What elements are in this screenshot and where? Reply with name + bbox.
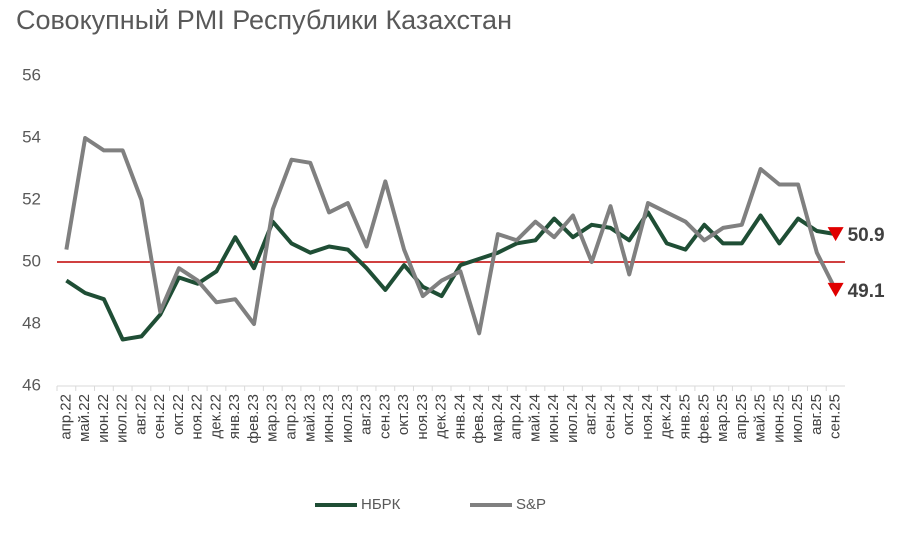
x-tick-label: сен.23 <box>376 394 393 439</box>
x-tick-label: окт.22 <box>170 394 187 435</box>
x-tick-label: июн.23 <box>320 394 337 443</box>
x-tick-label: окт.23 <box>395 394 412 435</box>
end-marker <box>827 227 844 242</box>
x-tick-label: фев.23 <box>245 394 262 444</box>
x-tick-label: авг.22 <box>132 394 149 435</box>
x-tick-label: апр.24 <box>508 394 525 440</box>
x-tick-label: июн.22 <box>95 394 112 443</box>
y-tick-label: 56 <box>22 65 41 84</box>
x-tick-label: июн.24 <box>545 394 562 443</box>
x-tick-label: апр.23 <box>282 394 299 440</box>
y-tick-label: 46 <box>22 375 41 394</box>
x-tick-label: ноя.23 <box>414 394 431 440</box>
x-tick-label: апр.22 <box>57 394 74 440</box>
line-series <box>64 136 838 336</box>
end-marker <box>827 282 844 297</box>
x-tick-label: сен.24 <box>601 394 618 439</box>
x-tick-label: ноя.24 <box>639 394 656 440</box>
x-tick-label: апр.25 <box>733 394 750 440</box>
x-tick-label: июл.24 <box>564 394 581 443</box>
x-tick-label: мар.23 <box>264 394 281 442</box>
x-tick-label: авг.24 <box>583 394 600 435</box>
y-tick-label: 54 <box>22 127 41 146</box>
x-tick-label: мар.24 <box>489 394 506 442</box>
x-tick-label: май.24 <box>526 394 543 442</box>
x-tick-label: авг.25 <box>808 394 825 435</box>
legend-label: S&P <box>516 496 546 513</box>
x-tick-label: дек.22 <box>207 394 224 439</box>
x-tick-label: июл.25 <box>789 394 806 443</box>
x-tick-label: май.22 <box>76 394 93 442</box>
x-tick-label: май.25 <box>752 394 769 442</box>
x-tick-label: сен.22 <box>151 394 168 439</box>
x-tick-label: мар.25 <box>714 394 731 442</box>
x-tick-label: янв.25 <box>676 394 693 439</box>
x-tick-label: июн.25 <box>770 394 787 443</box>
chart-title: Совокупный PMI Республики Казахстан <box>16 5 512 35</box>
x-tick-label: июл.22 <box>114 394 131 443</box>
y-tick-label: 52 <box>22 189 41 208</box>
x-tick-label: июл.23 <box>339 394 356 443</box>
y-tick-label: 48 <box>22 313 41 332</box>
legend-label: НБРК <box>361 496 401 513</box>
x-tick-label: авг.23 <box>358 394 375 435</box>
x-tick-label: янв.24 <box>451 394 468 439</box>
x-tick-label: дек.23 <box>433 394 450 439</box>
x-tick-label: сен.25 <box>827 394 844 439</box>
y-tick-label: 50 <box>22 251 41 270</box>
x-tick-label: май.23 <box>301 394 318 442</box>
line-series <box>65 210 836 342</box>
x-tick-label: фев.24 <box>470 394 487 444</box>
x-tick-label: фев.25 <box>695 394 712 444</box>
x-tick-label: окт.24 <box>620 394 637 435</box>
end-label: 50.9 <box>848 225 885 246</box>
x-tick-label: янв.23 <box>226 394 243 439</box>
end-label: 49.1 <box>848 281 885 302</box>
x-tick-label: дек.24 <box>658 394 675 439</box>
x-tick-label: ноя.22 <box>189 394 206 440</box>
